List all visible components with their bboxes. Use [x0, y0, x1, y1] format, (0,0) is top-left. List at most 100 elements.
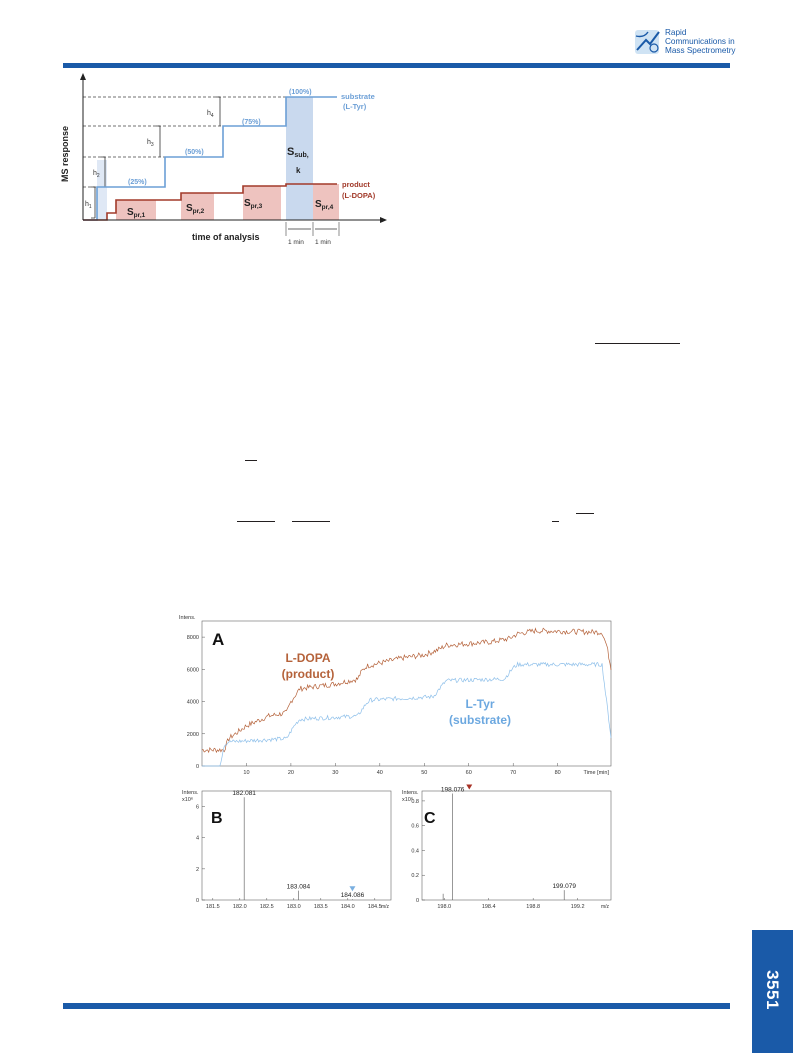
x-tick-label: 40: [377, 770, 383, 776]
ltyr-label-2: (substrate): [449, 713, 511, 727]
ldopa-trace: [201, 627, 612, 754]
x-tick-label: 20: [288, 770, 294, 776]
journal-name-line-2: Communications in: [665, 37, 735, 46]
spr2-label: Spr,2: [186, 203, 205, 215]
panel-b-intens-label: Intens.: [182, 790, 199, 796]
x-tick-label: 199.2: [571, 904, 585, 910]
x-tick-label: 182.5: [260, 904, 274, 910]
y-tick-label: 6: [196, 805, 199, 811]
y-tick-label: 8000: [187, 635, 199, 641]
panel-c-letter: C: [424, 810, 436, 827]
x-tick-label: 198.4: [482, 904, 496, 910]
x-tick-label: 183.0: [287, 904, 301, 910]
x-tick-label: 184.0: [341, 904, 355, 910]
y-tick-label: 2000: [187, 732, 199, 738]
ltyr-trace: [202, 661, 612, 767]
equation-rule: [292, 521, 330, 522]
peak-label: 182.081: [232, 790, 256, 797]
x-tick-label: 80: [555, 770, 561, 776]
panel-b-spectrum: 0 2 4 6 181.5 182.0 182.5 183.0 183.5 184.0 184.5 m…: [196, 790, 390, 910]
ldopa-label-2: (product): [282, 667, 335, 681]
equation-rule: [237, 521, 275, 522]
step-label-50: (50%): [185, 149, 204, 156]
x-tick-label: 50: [421, 770, 427, 776]
height-label-4: h4: [207, 110, 214, 119]
equation-rule: [552, 521, 559, 522]
scheme-figure: MS response time of analysis substrate (…: [60, 73, 387, 246]
product-trace: [83, 183, 337, 221]
peak-label: 184.086: [341, 892, 365, 899]
substrate-label-1: substrate: [341, 92, 375, 101]
x-tick-label: 10: [243, 770, 249, 776]
step-label-75: (75%): [242, 119, 261, 126]
ssub-area: [286, 97, 313, 220]
x-axis-title: m/z: [381, 904, 390, 910]
panel-a-letter: A: [212, 630, 224, 649]
panel-a-intens-label: Intens.: [179, 615, 196, 621]
peak-label: 183.084: [287, 884, 311, 891]
equation-rule: [245, 460, 257, 461]
journal-logo-icon: [635, 30, 660, 54]
ssub-label: Ssub,: [287, 146, 309, 159]
y-tick-label: 0.6: [411, 824, 419, 830]
panel-a-chart: 0 2000 4000 6000 8000 10 20 30 40 50 60 70 80 Time [m…: [187, 627, 612, 776]
panel-c-intens-label: Intens.: [402, 790, 419, 796]
y-tick-label: 2: [196, 867, 199, 873]
x-tick-label: 70: [510, 770, 516, 776]
y-tick-label: 6000: [187, 667, 199, 673]
spr1-area: [116, 200, 156, 220]
journal-logo: Rapid Communications in Mass Spectrometr…: [634, 28, 736, 58]
footer-rule: [63, 1003, 730, 1009]
scheme-y-axis-label: MS response: [60, 126, 70, 182]
height-label-2: h2: [93, 170, 100, 179]
journal-name-line-3: Mass Spectrometry: [665, 46, 736, 55]
spr1-label: Spr,1: [127, 207, 146, 219]
scheme-x-axis-label: time of analysis: [192, 232, 260, 242]
spr3-area: [243, 186, 281, 220]
first-blue-box: [97, 160, 107, 220]
y-tick-label: 0: [416, 898, 419, 904]
header-rule: [63, 63, 730, 68]
panel-c-spectrum: 0 0.2 0.4 0.6 0.8 198.0 198.4 198.8 199.2 m/z 198.…: [411, 784, 609, 910]
x-tick-label: 60: [466, 770, 472, 776]
equation-rule: [595, 343, 680, 344]
spr2-area: [181, 193, 214, 220]
ssub-label-k: k: [296, 166, 301, 175]
down-triangle-icon: [466, 784, 473, 790]
x-tick-label: 184.5: [368, 904, 382, 910]
y-tick-label: 4000: [187, 700, 199, 706]
panel-b-letter: B: [211, 810, 223, 827]
y-tick-label: 0.8: [411, 799, 419, 805]
y-tick-label: 4: [196, 836, 199, 842]
spr3-label: Spr,3: [244, 198, 263, 210]
y-tick-label: 0: [196, 898, 199, 904]
height-label-1: h1: [85, 201, 92, 210]
x-axis-title: m/z: [601, 904, 610, 910]
x-axis-title: Time [min]: [584, 770, 610, 776]
panel-c-intens-exp: x10⁶: [402, 796, 413, 803]
interval-label-1: 1 min: [288, 239, 304, 246]
panel-b-intens-exp: x10⁶: [182, 796, 193, 803]
x-tick-label: 198.8: [526, 904, 540, 910]
ltyr-label-1: L-Tyr: [465, 697, 494, 711]
height-label-3: h3: [147, 139, 154, 148]
x-tick-label: 183.5: [314, 904, 328, 910]
product-label-2: (L-DOPA): [342, 191, 376, 200]
y-tick-label: 0: [196, 764, 199, 770]
x-tick-label: 198.0: [437, 904, 451, 910]
interval-label-2: 1 min: [315, 239, 331, 246]
spr4-label: Spr,4: [315, 199, 334, 211]
down-triangle-icon: [349, 886, 356, 892]
journal-name-line-1: Rapid: [665, 28, 687, 37]
y-tick-label: 0.2: [411, 873, 419, 879]
page-number: 3551: [763, 970, 782, 1010]
x-tick-label: 30: [332, 770, 338, 776]
peak-label: 199.079: [552, 883, 576, 890]
substrate-label-2: (L-Tyr): [343, 102, 367, 111]
step-label-25: (25%): [128, 179, 147, 186]
product-label-1: product: [342, 180, 370, 189]
substrate-trace: [83, 96, 313, 221]
equation-rule: [576, 513, 594, 514]
step-label-100: (100%): [289, 89, 312, 96]
